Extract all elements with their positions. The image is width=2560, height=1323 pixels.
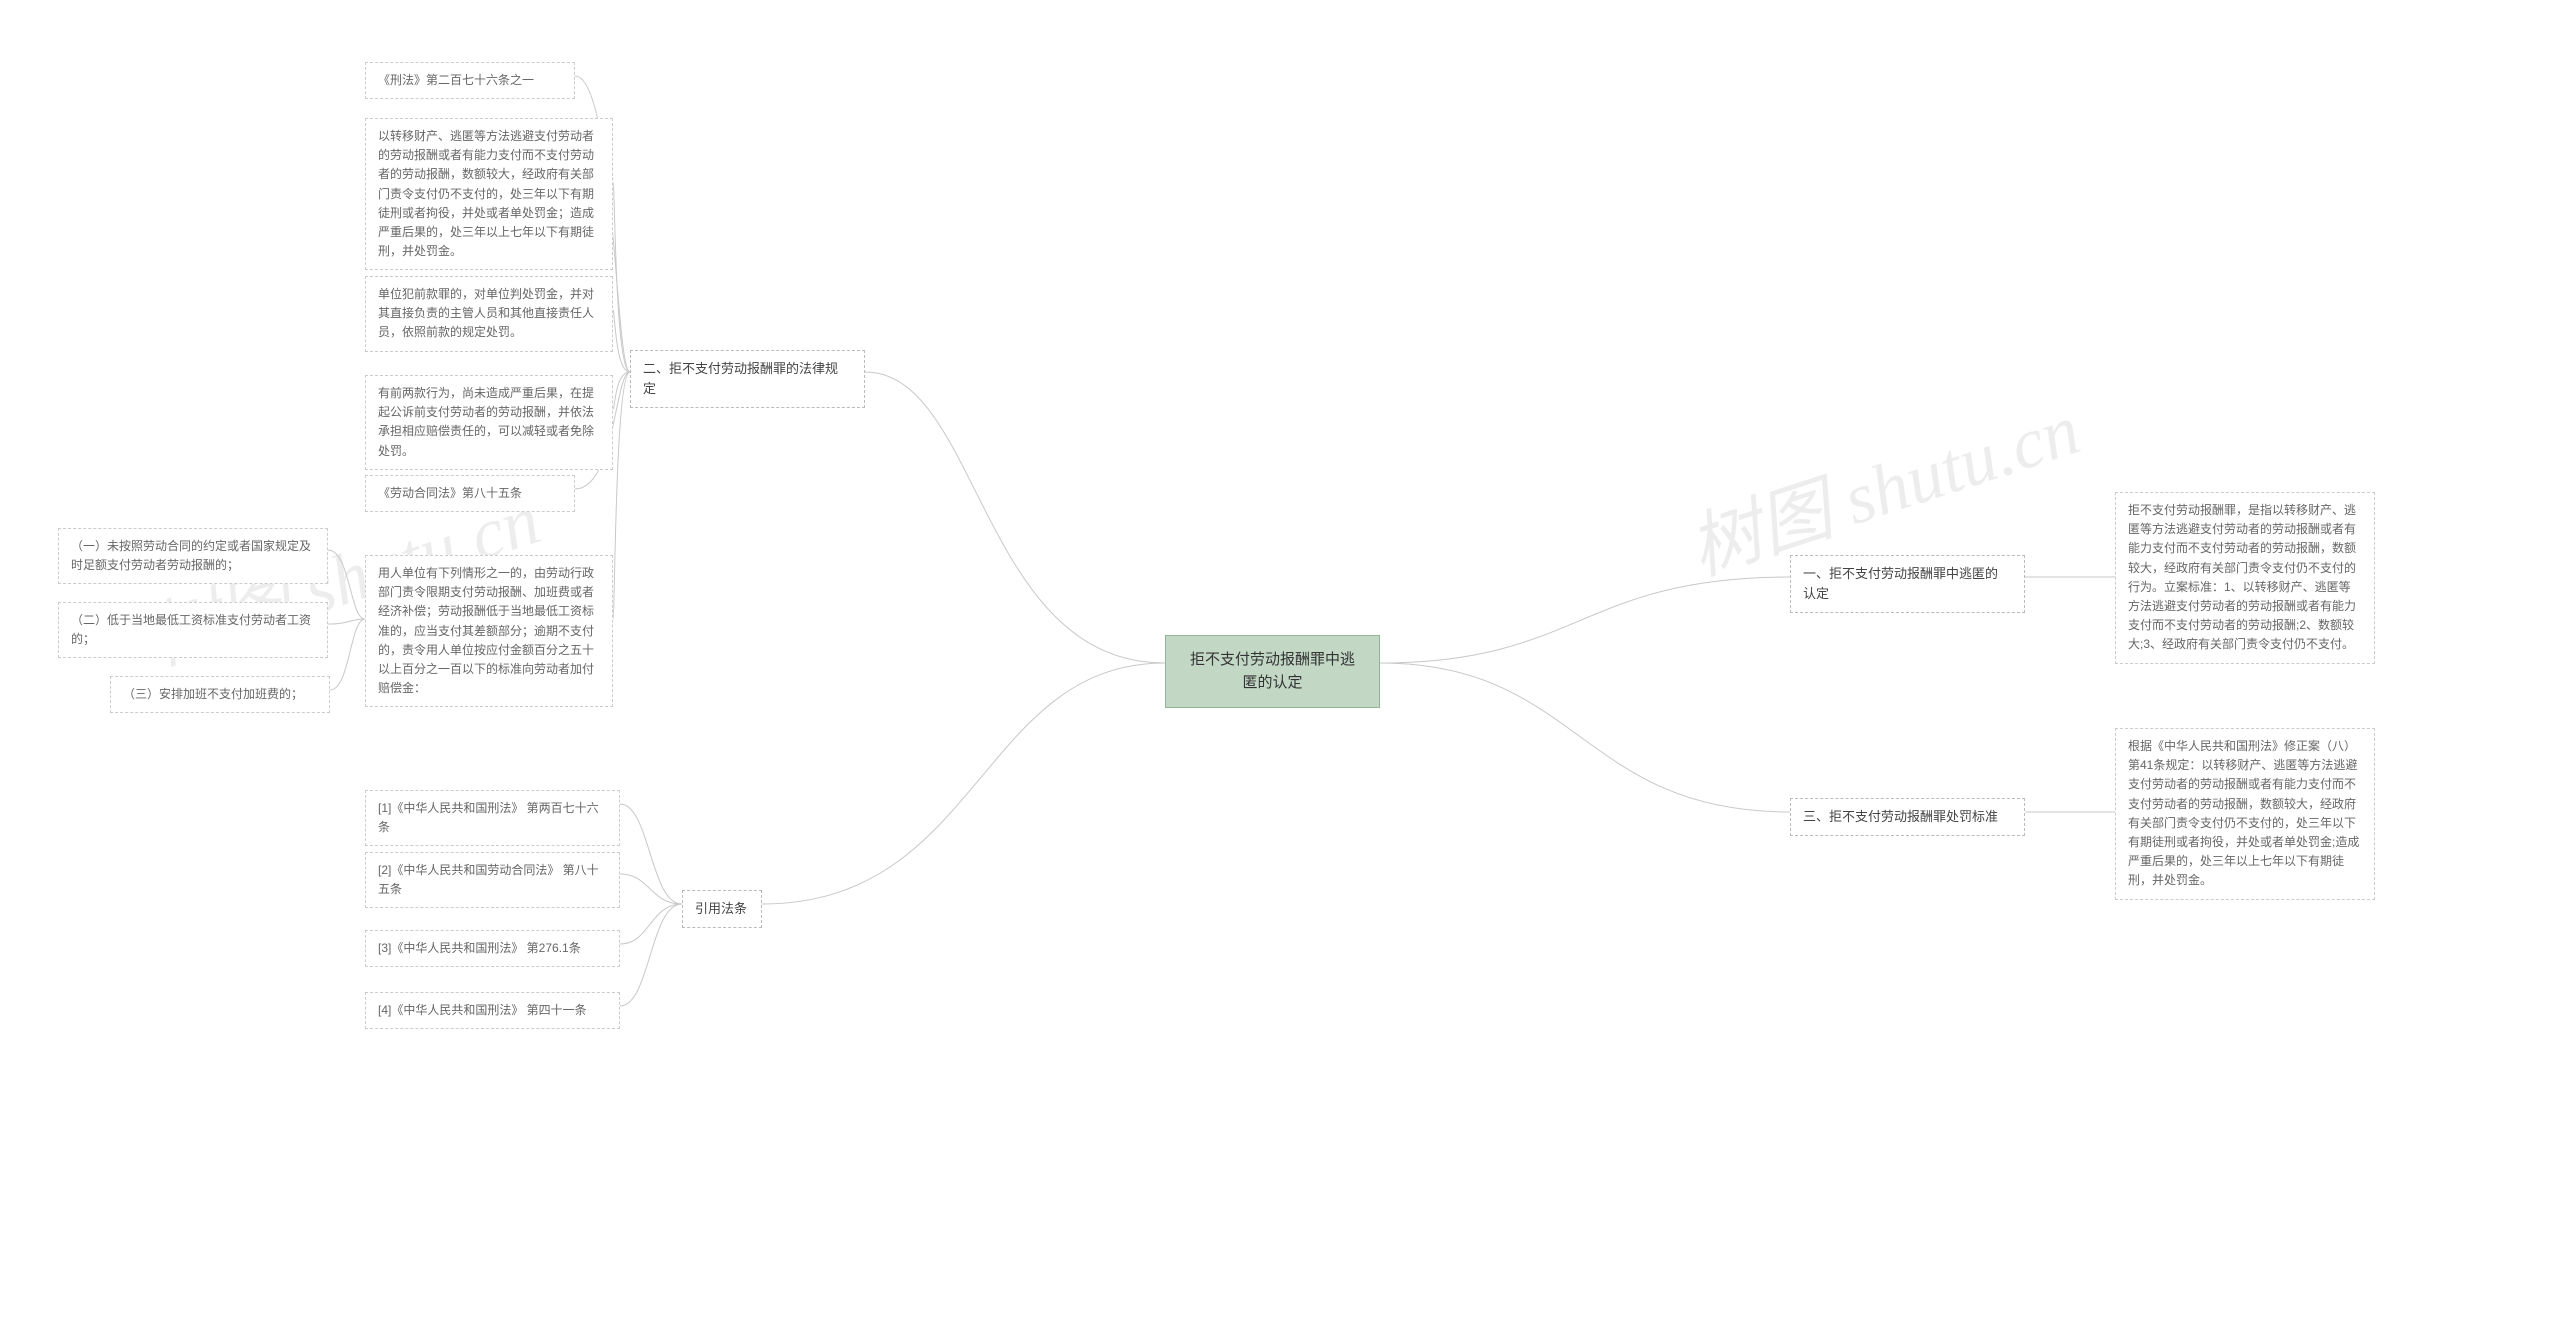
branch-4-ref-2: [2]《中华人民共和国劳动合同法》 第八十五条: [365, 852, 620, 908]
branch-2-item-5: 《劳动合同法》第八十五条: [365, 475, 575, 512]
branch-4[interactable]: 引用法条: [682, 890, 762, 928]
branch-1[interactable]: 一、拒不支付劳动报酬罪中逃匿的认定: [1790, 555, 2025, 613]
branch-2[interactable]: 二、拒不支付劳动报酬罪的法律规定: [630, 350, 865, 408]
branch-4-ref-4: [4]《中华人民共和国刑法》 第四十一条: [365, 992, 620, 1029]
branch-1-detail: 拒不支付劳动报酬罪，是指以转移财产、逃匿等方法逃避支付劳动者的劳动报酬或者有能力…: [2115, 492, 2375, 664]
branch-2-item-6: 用人单位有下列情形之一的，由劳动行政部门责令限期支付劳动报酬、加班费或者经济补偿…: [365, 555, 613, 707]
branch-4-ref-3: [3]《中华人民共和国刑法》 第276.1条: [365, 930, 620, 967]
branch-3-detail: 根据《中华人民共和国刑法》修正案（八）第41条规定：以转移财产、逃匿等方法逃避支…: [2115, 728, 2375, 900]
branch-2-item-4: 有前两款行为，尚未造成严重后果，在提起公诉前支付劳动者的劳动报酬，并依法承担相应…: [365, 375, 613, 470]
branch-3[interactable]: 三、拒不支付劳动报酬罪处罚标准: [1790, 798, 2025, 836]
branch-2-item-3: 单位犯前款罪的，对单位判处罚金，并对其直接负责的主管人员和其他直接责任人员，依照…: [365, 276, 613, 352]
branch-2-item-2: 以转移财产、逃匿等方法逃避支付劳动者的劳动报酬或者有能力支付而不支付劳动者的劳动…: [365, 118, 613, 270]
branch-2-item-6-sub-1: （一）未按照劳动合同的约定或者国家规定及时足额支付劳动者劳动报酬的；: [58, 528, 328, 584]
branch-2-item-6-sub-3: （三）安排加班不支付加班费的；: [110, 676, 330, 713]
branch-4-ref-1: [1]《中华人民共和国刑法》 第两百七十六条: [365, 790, 620, 846]
center-node[interactable]: 拒不支付劳动报酬罪中逃匿的认定: [1165, 635, 1380, 708]
branch-2-item-6-sub-2: （二）低于当地最低工资标准支付劳动者工资的；: [58, 602, 328, 658]
branch-2-item-1: 《刑法》第二百七十六条之一: [365, 62, 575, 99]
